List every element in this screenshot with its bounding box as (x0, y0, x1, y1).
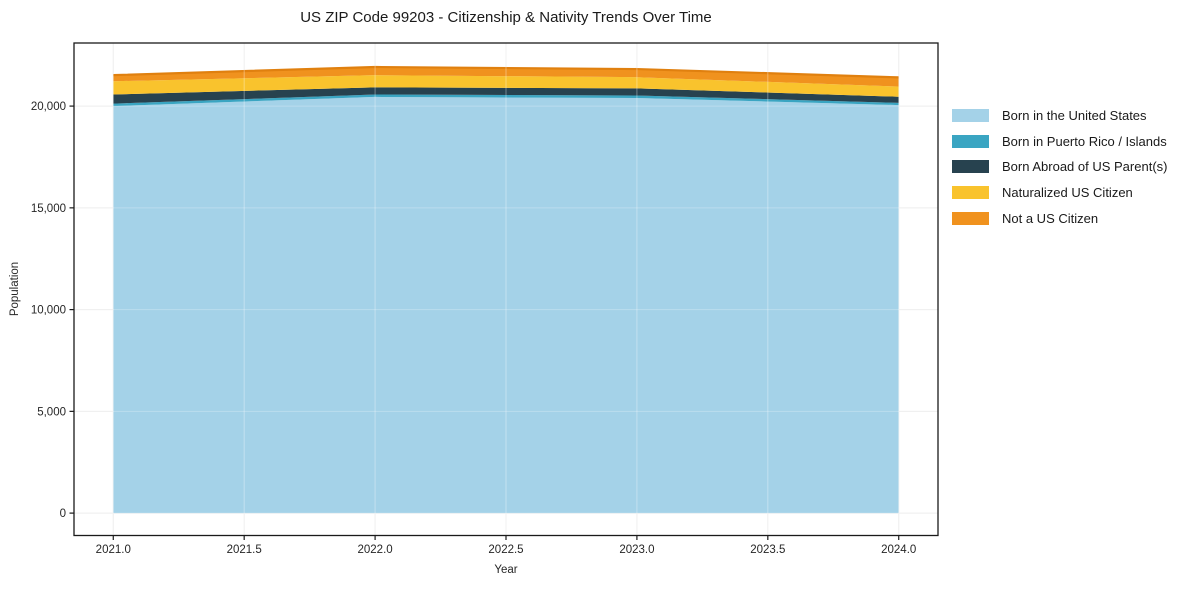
legend-label: Born in Puerto Rico / Islands (1002, 133, 1167, 149)
legend-item: Not a US Citizen (952, 210, 1167, 226)
legend-swatch-icon (952, 160, 989, 174)
chart-title: US ZIP Code 99203 - Citizenship & Nativi… (300, 9, 712, 26)
gridlines-overlay (74, 43, 938, 536)
x-tick-label: 2024.0 (881, 544, 916, 556)
x-tick-label: 2022.0 (357, 544, 392, 556)
area-layer (113, 94, 899, 107)
legend-label: Born in the United States (1002, 108, 1147, 123)
y-axis-label: Population (9, 261, 21, 317)
area-layer (113, 75, 899, 97)
y-tick-label: 10,000 (31, 305, 66, 317)
x-axis-label: Year (494, 564, 518, 576)
x-tick-label: 2023.0 (619, 544, 654, 556)
x-axis: 2021.0 2021.5 2022.0 2022.5 2023.0 2023.5 2024… (96, 535, 916, 556)
legend-swatch-icon (952, 134, 989, 148)
legend-item: Born Abroad of US Parent(s) (952, 159, 1168, 175)
area-series (113, 65, 899, 514)
area-layer (113, 87, 899, 104)
legend-swatch-icon (952, 211, 989, 225)
y-tick-label: 0 (60, 508, 66, 520)
x-tick-label: 2022.5 (488, 544, 523, 556)
x-tick-label: 2021.5 (227, 544, 262, 556)
legend-label: Born Abroad of US Parent(s) (1002, 159, 1168, 175)
legend-label: Naturalized US Citizen (1002, 185, 1133, 201)
legend-item: Naturalized US Citizen (952, 185, 1167, 201)
legend: Born in the United States Born in Puerto… (952, 109, 1167, 225)
x-tick-label: 2023.5 (750, 544, 785, 556)
legend-item: Born in the United States (952, 109, 1167, 122)
legend-item: Born in Puerto Rico / Islands (952, 133, 1167, 149)
legend-swatch-icon (952, 186, 989, 200)
area-layer (113, 96, 899, 514)
area-top-edge (113, 65, 899, 79)
legend-label: Not a US Citizen (1002, 210, 1099, 226)
y-tick-label: 20,000 (31, 101, 66, 113)
y-tick-label: 5,000 (37, 406, 66, 418)
legend-swatch-icon (952, 109, 989, 122)
x-tick-label: 2021.0 (96, 544, 131, 556)
y-axis: 0 5,000 10,000 15,000 20,000 (31, 101, 74, 520)
y-tick-label: 15,000 (31, 203, 66, 215)
